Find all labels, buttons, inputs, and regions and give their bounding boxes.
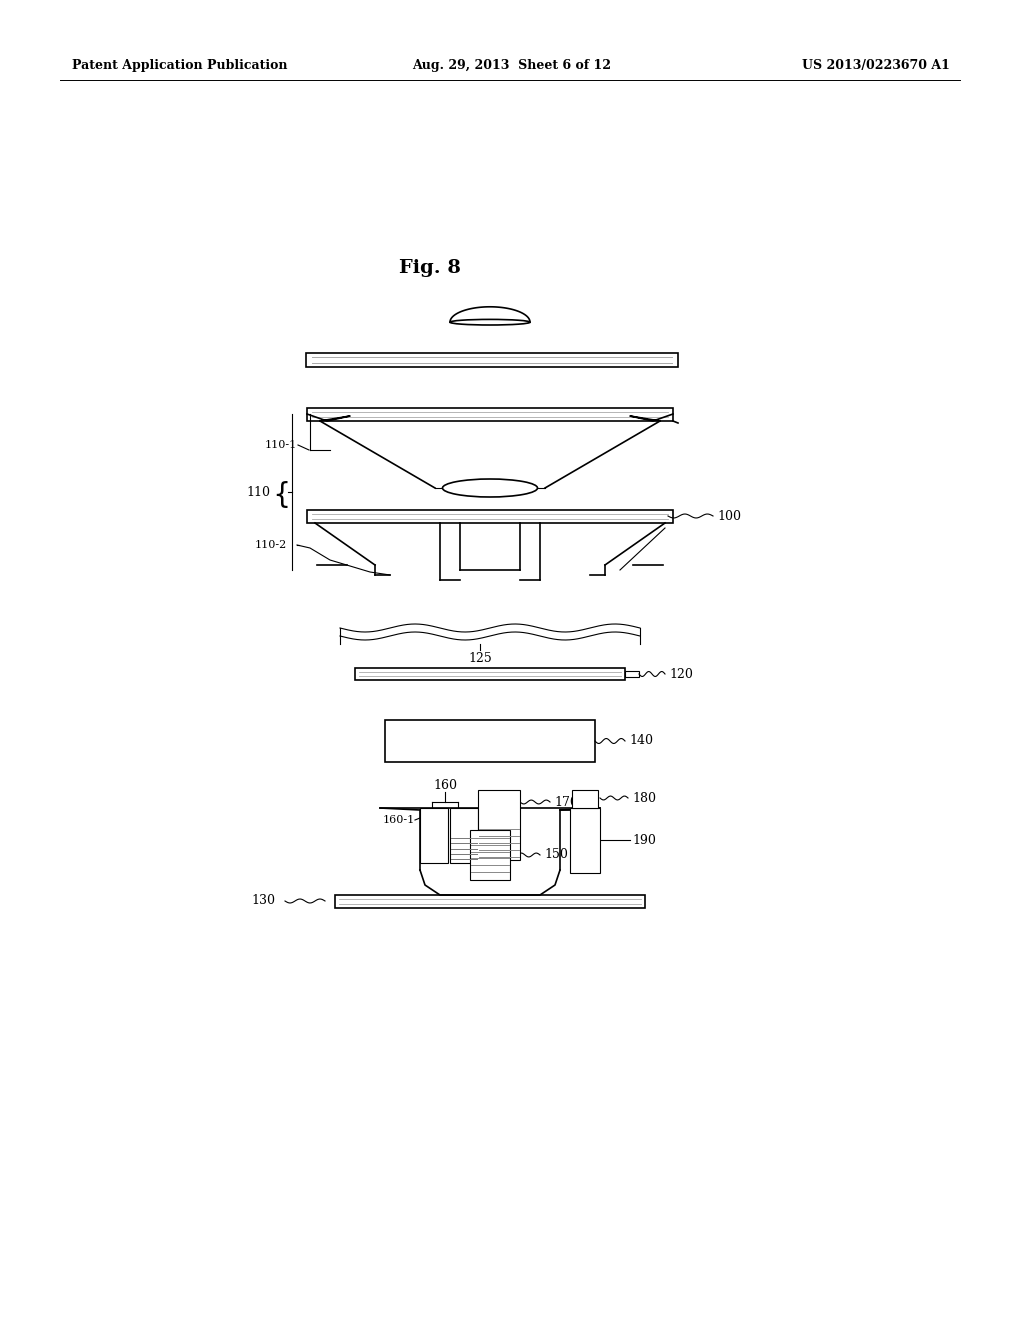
Bar xyxy=(355,668,625,680)
Text: Aug. 29, 2013  Sheet 6 of 12: Aug. 29, 2013 Sheet 6 of 12 xyxy=(413,58,611,71)
Polygon shape xyxy=(319,421,660,488)
Text: 160-1: 160-1 xyxy=(383,814,415,825)
Text: 160: 160 xyxy=(433,779,457,792)
Text: }: } xyxy=(267,478,285,506)
Bar xyxy=(306,352,678,367)
Bar xyxy=(335,895,645,908)
Text: 120: 120 xyxy=(669,668,693,681)
Text: 170: 170 xyxy=(554,796,578,808)
Bar xyxy=(470,830,510,880)
Bar xyxy=(385,719,595,762)
Bar xyxy=(420,808,449,863)
Text: 150: 150 xyxy=(544,849,568,862)
Ellipse shape xyxy=(442,479,538,498)
Bar xyxy=(625,671,639,677)
Text: 140: 140 xyxy=(629,734,653,747)
Bar xyxy=(570,808,600,873)
Text: 125: 125 xyxy=(468,652,492,665)
Text: 190: 190 xyxy=(632,833,656,846)
Text: Patent Application Publication: Patent Application Publication xyxy=(72,58,288,71)
Bar xyxy=(572,789,598,808)
Bar xyxy=(450,808,478,863)
Text: Fig. 8: Fig. 8 xyxy=(399,259,461,277)
Text: 110-1: 110-1 xyxy=(265,440,297,450)
Bar xyxy=(478,789,520,861)
Text: US 2013/0223670 A1: US 2013/0223670 A1 xyxy=(802,58,950,71)
Text: 110-2: 110-2 xyxy=(255,540,288,550)
Text: 100: 100 xyxy=(717,510,741,523)
Text: 110: 110 xyxy=(246,486,270,499)
Polygon shape xyxy=(315,523,665,576)
Ellipse shape xyxy=(450,319,530,325)
Text: 130: 130 xyxy=(251,895,275,908)
Text: 180: 180 xyxy=(632,792,656,804)
Text: 160-2: 160-2 xyxy=(460,814,493,825)
Bar xyxy=(307,510,673,523)
Bar xyxy=(307,408,673,421)
